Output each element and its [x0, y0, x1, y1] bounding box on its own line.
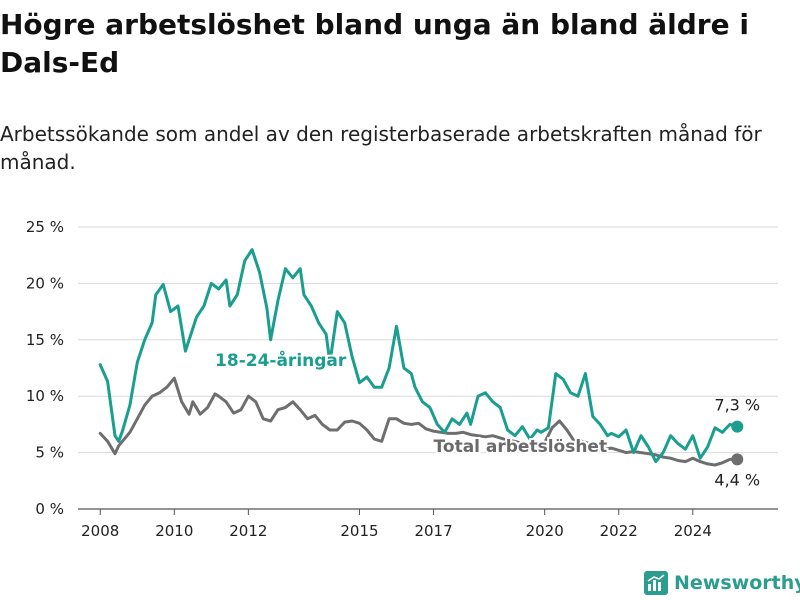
y-tick-label: 10 %: [26, 387, 64, 405]
end-label-total: 4,4 %: [714, 470, 760, 489]
brand-name: Newsworthy: [674, 572, 800, 594]
x-tick-label: 2022: [600, 522, 638, 540]
brand-logo: Newsworthy: [644, 568, 800, 598]
x-tick-label: 2020: [526, 522, 564, 540]
x-tick-label: 2017: [414, 522, 452, 540]
series-line-total: [98, 376, 739, 467]
y-tick-label: 5 %: [35, 444, 64, 462]
y-tick-label: 0 %: [35, 500, 64, 518]
y-tick-label: 15 %: [26, 331, 64, 349]
end-label-18-24: 7,3 %: [714, 396, 760, 415]
end-point-total: [731, 453, 744, 466]
series-label-total: Total arbetslöshet: [434, 437, 608, 457]
series-line-18-24: [98, 248, 739, 464]
x-tick-label: 2015: [340, 522, 378, 540]
chart-title: Högre arbetslöshet bland unga än bland ä…: [0, 8, 749, 79]
x-tick-label: 2012: [229, 522, 267, 540]
x-tick-label: 2010: [155, 522, 193, 540]
chart-subtitle: Arbetssökande som andel av den registerb…: [0, 122, 762, 174]
y-tick-label: 25 %: [26, 218, 64, 236]
x-tick-label: 2024: [674, 522, 712, 540]
end-point-18-24: [731, 420, 744, 433]
y-tick-label: 20 %: [26, 274, 64, 292]
series-label-18-24: 18-24-åringar: [215, 349, 347, 371]
x-tick-label: 2008: [81, 522, 119, 540]
bar-chart-logo-icon: [644, 571, 668, 595]
